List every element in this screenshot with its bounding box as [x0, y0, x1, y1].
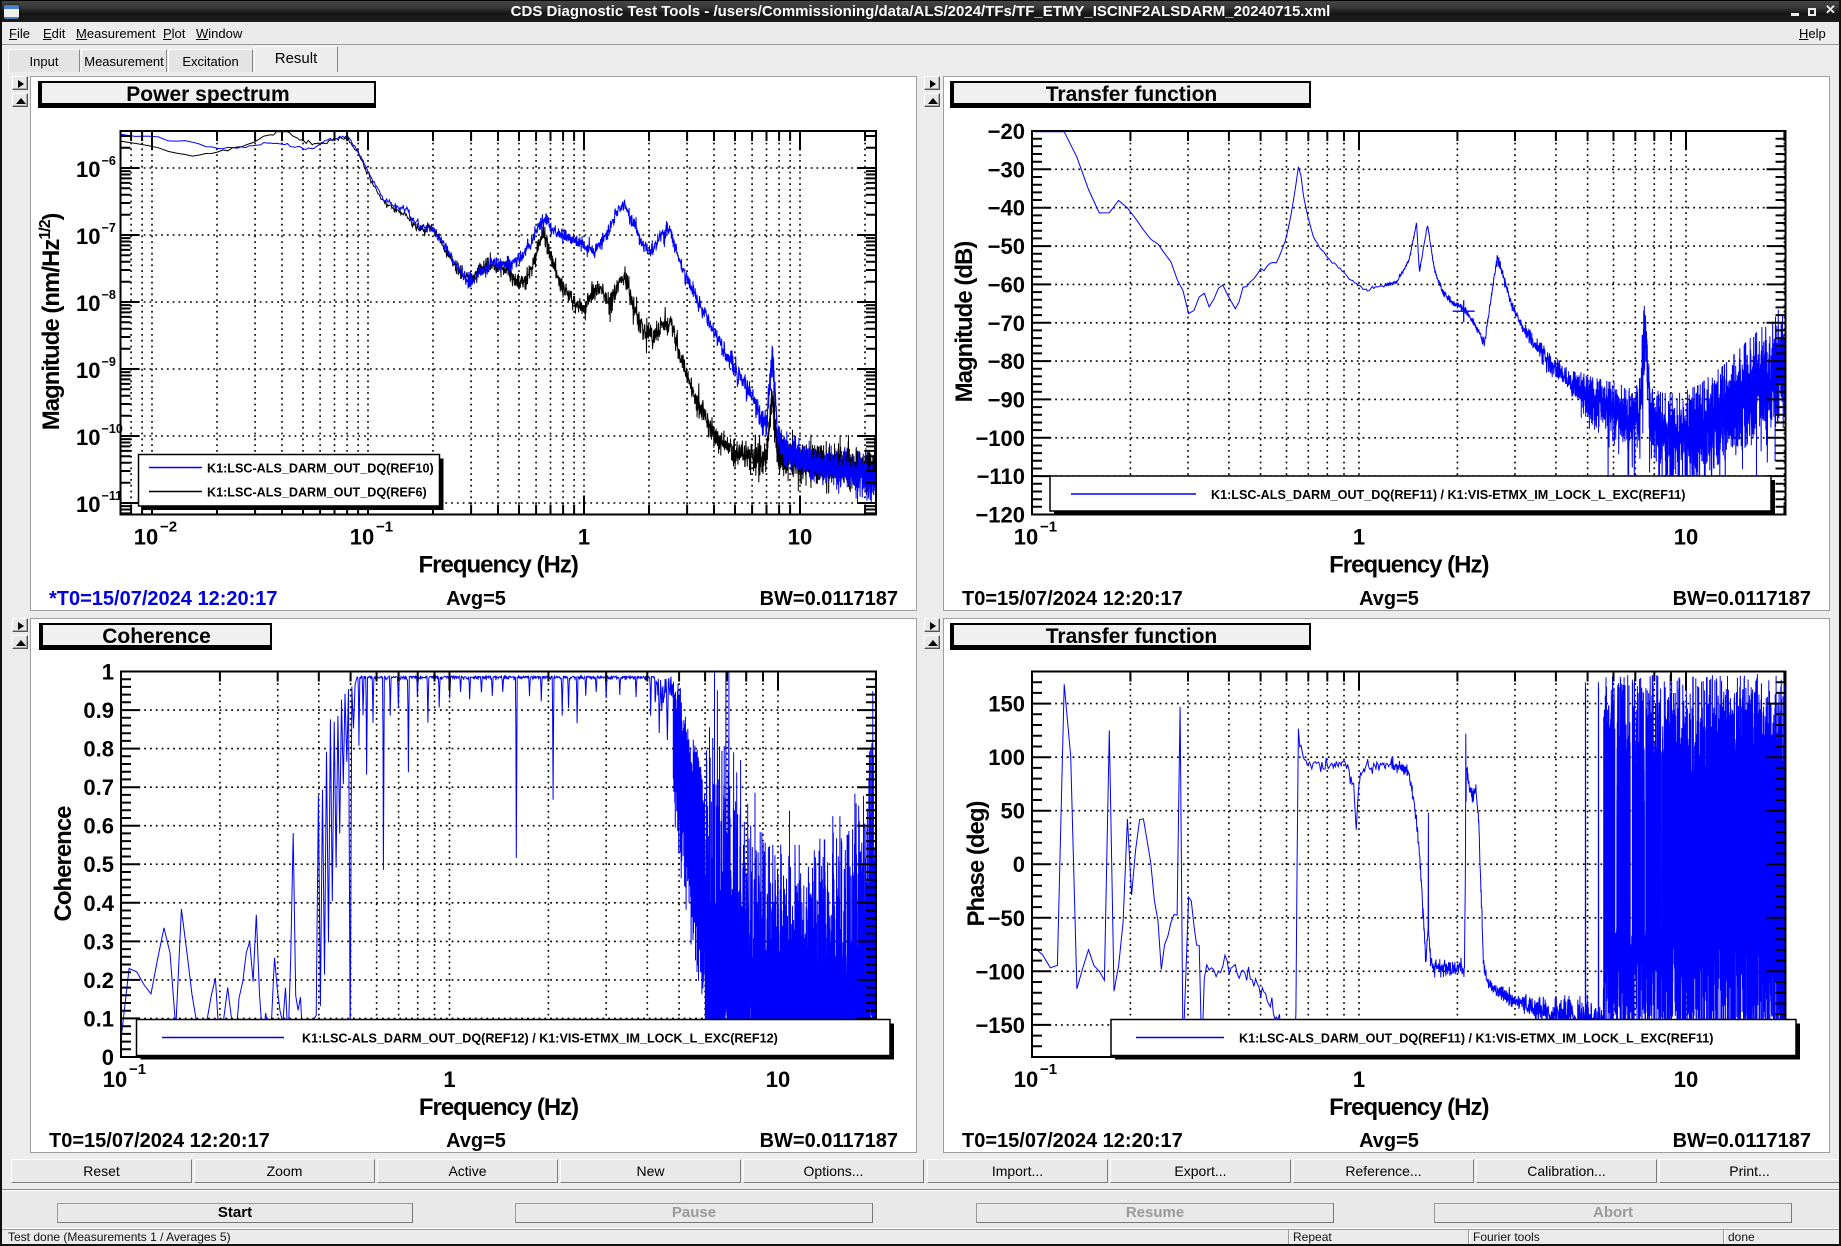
- svg-text:0.3: 0.3: [83, 929, 114, 954]
- svg-text:−1: −1: [129, 1061, 146, 1078]
- svg-text:−80: −80: [988, 349, 1025, 374]
- svg-text:Frequency (Hz): Frequency (Hz): [419, 1094, 578, 1121]
- svg-text:1: 1: [1353, 525, 1365, 550]
- svg-text:0.1: 0.1: [83, 1006, 114, 1031]
- svg-text:10: 10: [76, 358, 100, 383]
- svg-text:10: 10: [76, 291, 100, 316]
- svg-text:−50: −50: [988, 234, 1025, 259]
- svg-text:0.8: 0.8: [83, 737, 114, 762]
- svg-text:−120: −120: [975, 503, 1025, 528]
- svg-text:0.2: 0.2: [83, 968, 114, 993]
- svg-text:Coherence: Coherence: [50, 806, 77, 922]
- svg-text:1: 1: [1353, 1067, 1365, 1092]
- svg-text:−90: −90: [988, 387, 1025, 412]
- svg-text:−70: −70: [988, 311, 1025, 336]
- svg-text:0.9: 0.9: [83, 698, 114, 723]
- svg-text:10: 10: [1674, 1067, 1698, 1092]
- svg-text:−60: −60: [988, 272, 1025, 297]
- svg-text:Frequency (Hz): Frequency (Hz): [1329, 552, 1488, 579]
- svg-text:−50: −50: [988, 906, 1025, 931]
- svg-text:10: 10: [76, 157, 100, 182]
- svg-text:1: 1: [578, 525, 590, 550]
- svg-text:10: 10: [76, 425, 100, 450]
- svg-text:−40: −40: [988, 196, 1025, 221]
- svg-text:−2: −2: [160, 519, 177, 536]
- svg-text:10: 10: [788, 525, 812, 550]
- svg-text:−9: −9: [102, 355, 116, 369]
- svg-text:10: 10: [350, 525, 374, 550]
- svg-text:−150: −150: [975, 1013, 1025, 1038]
- svg-text:10: 10: [1014, 525, 1038, 550]
- svg-text:100: 100: [988, 745, 1025, 770]
- svg-text:10: 10: [1674, 525, 1698, 550]
- svg-text:10: 10: [76, 492, 100, 517]
- svg-text:Frequency (Hz): Frequency (Hz): [1329, 1094, 1488, 1121]
- svg-text:150: 150: [988, 692, 1025, 717]
- svg-text:Magnitude (dB): Magnitude (dB): [951, 242, 978, 403]
- svg-text:0.4: 0.4: [83, 891, 114, 916]
- svg-text:−20: −20: [988, 119, 1025, 144]
- svg-text:50: 50: [1001, 799, 1025, 824]
- svg-text:−8: −8: [102, 288, 116, 302]
- svg-text:10: 10: [1014, 1067, 1038, 1092]
- svg-text:10: 10: [103, 1067, 127, 1092]
- svg-text:−100: −100: [975, 426, 1025, 451]
- svg-text:−11: −11: [102, 489, 123, 503]
- svg-text:−110: −110: [977, 464, 1025, 489]
- svg-text:−1: −1: [1040, 519, 1057, 536]
- svg-text:10: 10: [76, 224, 100, 249]
- svg-text:−1: −1: [1040, 1061, 1057, 1078]
- svg-text:−7: −7: [102, 221, 116, 235]
- svg-text:−10: −10: [102, 422, 123, 436]
- svg-text:0: 0: [102, 1045, 114, 1070]
- svg-text:−100: −100: [975, 959, 1025, 984]
- svg-text:Frequency (Hz): Frequency (Hz): [419, 552, 578, 579]
- svg-text:Phase (deg): Phase (deg): [963, 801, 990, 926]
- svg-text:K1:LSC-ALS_DARM_OUT_DQ(REF11): K1:LSC-ALS_DARM_OUT_DQ(REF11) / K1:VIS-E…: [1211, 488, 1685, 502]
- svg-text:−30: −30: [988, 157, 1025, 182]
- svg-text:K1:LSC-ALS_DARM_OUT_DQ(REF11): K1:LSC-ALS_DARM_OUT_DQ(REF11) / K1:VIS-E…: [1239, 1032, 1713, 1046]
- svg-text:0.5: 0.5: [83, 852, 114, 877]
- svg-text:10: 10: [134, 525, 158, 550]
- svg-text:−1: −1: [376, 519, 393, 536]
- svg-text:1: 1: [102, 660, 114, 685]
- svg-text:K1:LSC-ALS_DARM_OUT_DQ(REF12): K1:LSC-ALS_DARM_OUT_DQ(REF12) / K1:VIS-E…: [302, 1032, 778, 1046]
- svg-text:K1:LSC-ALS_DARM_OUT_DQ(REF6): K1:LSC-ALS_DARM_OUT_DQ(REF6): [207, 486, 427, 500]
- svg-text:0: 0: [1013, 852, 1025, 877]
- svg-text:10: 10: [766, 1067, 790, 1092]
- svg-text:0.6: 0.6: [83, 814, 114, 839]
- svg-text:0.7: 0.7: [83, 775, 114, 800]
- svg-text:K1:LSC-ALS_DARM_OUT_DQ(REF10): K1:LSC-ALS_DARM_OUT_DQ(REF10): [207, 462, 434, 476]
- svg-text:−6: −6: [102, 154, 116, 168]
- svg-text:Magnitude (nm/Hz1/2): Magnitude (nm/Hz1/2): [37, 213, 65, 430]
- svg-text:1: 1: [443, 1067, 455, 1092]
